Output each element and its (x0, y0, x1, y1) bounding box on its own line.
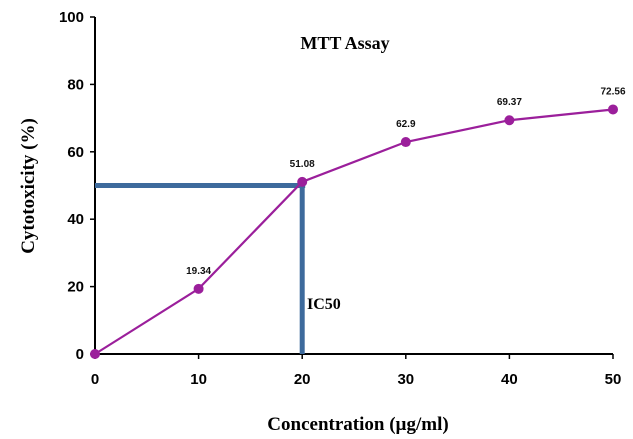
data-label: 72.56 (600, 86, 625, 97)
data-point (608, 104, 618, 115)
chart-title: MTT Assay (300, 33, 389, 53)
x-tick-label: 0 (91, 371, 99, 388)
y-axis-label: Cytotoxicity (%) (18, 118, 39, 254)
series-group: 19.34 51.08 62.9 69.37 72.56 (90, 86, 626, 359)
y-tick-label: 60 (67, 144, 84, 161)
x-tick-label: 50 (605, 371, 622, 388)
x-tick-label: 10 (190, 371, 207, 388)
data-label: 62.9 (396, 119, 416, 130)
ic50-label: IC50 (307, 296, 341, 313)
data-point (193, 283, 204, 294)
x-tick-label: 20 (294, 371, 311, 388)
x-tick-label: 30 (397, 371, 414, 388)
data-label: 69.37 (497, 97, 522, 108)
data-point (297, 176, 308, 187)
y-tick-label: 80 (67, 76, 84, 93)
y-tick-label: 100 (59, 9, 84, 26)
series-line (94, 108, 614, 355)
data-point (504, 115, 515, 126)
x-tick-label: 40 (501, 371, 518, 388)
data-label: 51.08 (290, 159, 315, 170)
axes: 0 20 40 60 80 100 0 10 20 30 40 50 (59, 9, 621, 388)
ic50-guide-lines (95, 183, 306, 354)
y-tick-label: 0 (76, 346, 84, 363)
y-tick-label: 40 (67, 211, 84, 228)
data-point (400, 137, 411, 148)
data-point (90, 349, 100, 359)
y-tick-label: 20 (67, 279, 84, 296)
x-axis-label: Concentration (µg/ml) (267, 414, 448, 435)
data-label: 19.34 (186, 266, 211, 277)
